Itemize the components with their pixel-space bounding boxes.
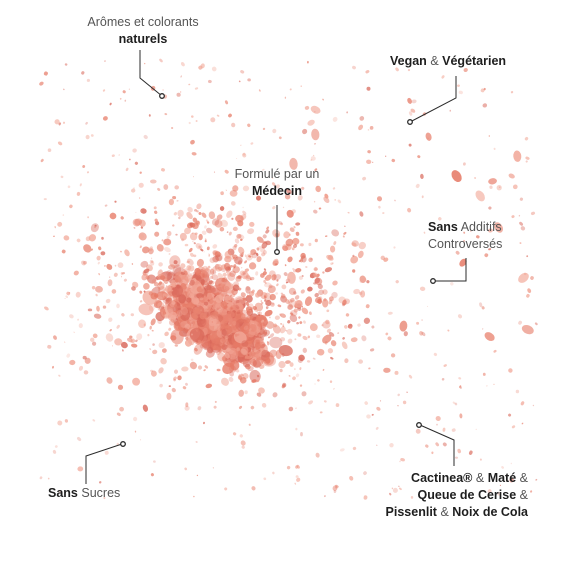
vegan-amp: & — [430, 54, 439, 68]
ingredient-mate: Maté — [487, 471, 517, 485]
ingredient-amp3: & — [519, 488, 528, 502]
additifs-bold: Sans — [428, 220, 458, 234]
ingredient-pissenlit: Pissenlit — [385, 505, 437, 519]
label-aromes: Arômes et colorants naturels — [68, 14, 218, 48]
medecin-line1: Formulé par un — [234, 167, 320, 181]
sucres-bold: Sans — [48, 486, 78, 500]
vegan-bold1: Vegan — [390, 54, 427, 68]
ingredient-cerise: Queue de Cerise — [417, 488, 517, 502]
ingredient-cactinea: Cactinea® — [411, 471, 473, 485]
vegan-bold2: Végétarien — [442, 54, 507, 68]
medecin-line2: Médecin — [251, 184, 302, 198]
additifs-rest: Additifs — [460, 220, 502, 234]
label-vegan: Vegan & Végétarien — [390, 53, 506, 70]
ingredient-amp2: & — [519, 471, 528, 485]
ingredient-cola: Noix de Cola — [452, 505, 528, 519]
additifs-line2: Controversés — [428, 237, 503, 251]
label-ingredients: Cactinea® & Maté & Queue de Cerise & Pis… — [356, 470, 528, 521]
aromes-line1: Arômes et colorants — [87, 15, 199, 29]
label-medecin: Formulé par un Médecin — [212, 166, 342, 200]
sucres-rest: Sucres — [81, 486, 121, 500]
label-additifs: Sans Additifs Controversés — [428, 219, 502, 253]
ingredient-amp1: & — [475, 471, 485, 485]
ingredient-amp4: & — [440, 505, 449, 519]
label-sucres: Sans Sucres — [48, 485, 120, 502]
aromes-line2: naturels — [118, 32, 168, 46]
